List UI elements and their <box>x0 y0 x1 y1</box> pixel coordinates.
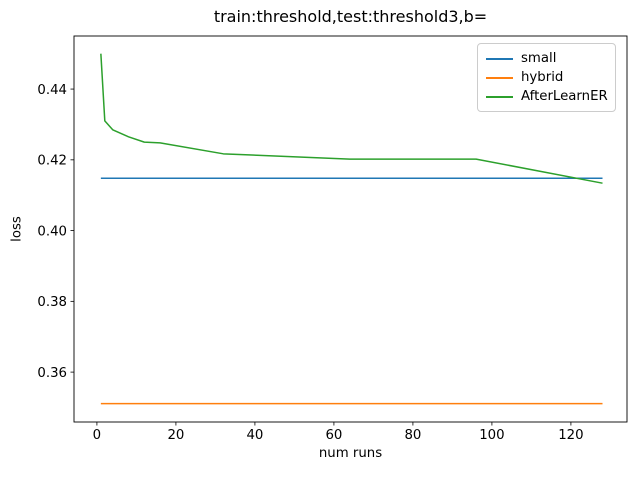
x-tick-label: 80 <box>404 428 421 443</box>
y-tick-label: 0.42 <box>37 154 67 169</box>
legend-line-sample-hybrid <box>486 76 513 79</box>
y-tick-label: 0.36 <box>37 366 67 381</box>
axes-spines <box>73 35 628 423</box>
y-tick-label: 0.38 <box>37 295 67 310</box>
legend-line-sample-small <box>486 57 513 60</box>
legend-label: hybrid <box>521 70 564 85</box>
x-tick-label: 120 <box>558 428 583 443</box>
legend-label: small <box>521 51 557 66</box>
legend-entry-hybrid: hybrid <box>486 68 607 87</box>
legend-entry-small: small <box>486 49 607 68</box>
legend: small hybrid AfterLearnER <box>477 43 616 112</box>
y-axis-label: loss <box>9 216 25 242</box>
x-tick-label: 60 <box>325 428 342 443</box>
series-line-AfterLearnER <box>100 53 603 184</box>
x-tick-label: 40 <box>246 428 263 443</box>
y-tick-label: 0.40 <box>37 224 67 239</box>
legend-line-sample-AfterLearnER <box>486 95 513 98</box>
y-tick-label: 0.44 <box>37 83 67 98</box>
chart-title: train:threshold,test:threshold3,b= <box>213 7 488 26</box>
legend-label: AfterLearnER <box>521 89 608 104</box>
x-tick-label: 100 <box>479 428 504 443</box>
legend-entry-AfterLearnER: AfterLearnER <box>486 87 608 106</box>
x-axis-label: num runs <box>318 446 383 461</box>
x-tick-label: 0 <box>93 428 101 443</box>
x-tick-label: 20 <box>167 428 184 443</box>
